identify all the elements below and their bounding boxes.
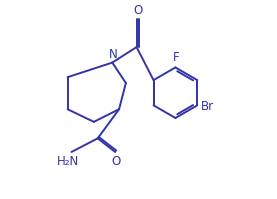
Text: Br: Br (201, 100, 214, 113)
Text: O: O (133, 4, 142, 17)
Text: F: F (173, 51, 180, 64)
Text: N: N (109, 48, 118, 61)
Text: O: O (112, 155, 121, 169)
Text: H₂N: H₂N (57, 155, 79, 169)
